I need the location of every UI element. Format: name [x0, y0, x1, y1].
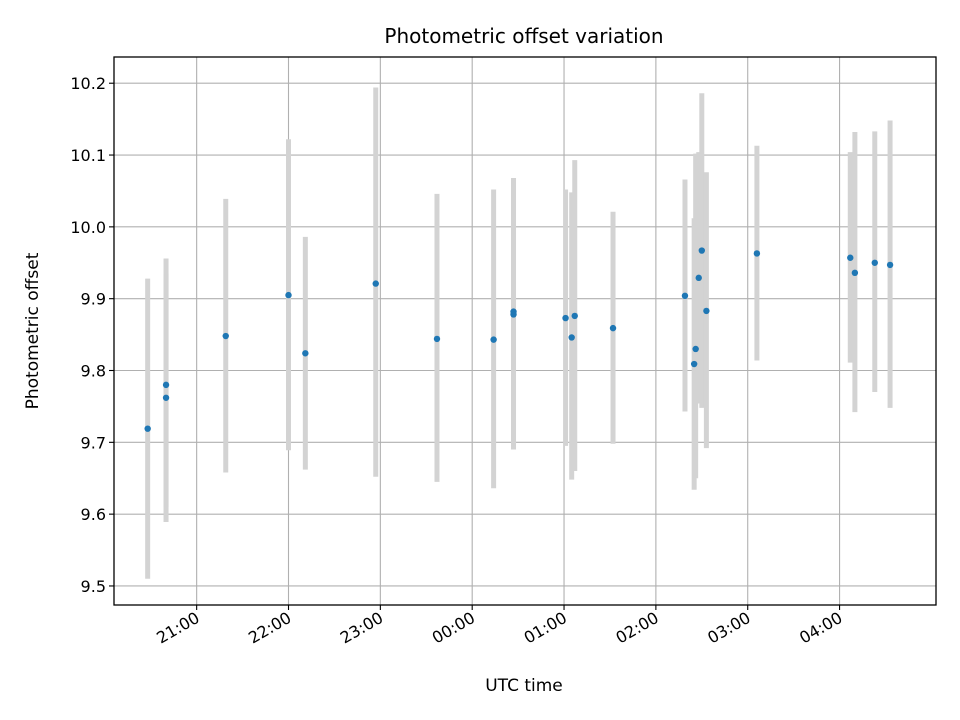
chart-title: Photometric offset variation: [384, 24, 663, 48]
y-tick-label: 10.0: [70, 218, 106, 237]
data-point: [510, 311, 517, 318]
data-point: [609, 324, 617, 332]
data-point: [886, 261, 894, 269]
data-point: [847, 254, 854, 261]
data-point: [285, 291, 292, 299]
y-tick-label: 9.6: [81, 505, 106, 524]
y-tick-label: 10.2: [70, 74, 106, 93]
data-point: [302, 350, 309, 357]
y-tick-label: 9.9: [81, 290, 106, 309]
data-point: [562, 314, 569, 322]
plot-frame: [113, 56, 937, 606]
data-point: [681, 292, 689, 300]
data-point: [871, 259, 878, 266]
data-point: [695, 274, 702, 282]
data-points: [144, 247, 894, 432]
data-point: [490, 336, 497, 343]
data-point: [703, 307, 710, 315]
data-point: [753, 250, 761, 257]
y-tick-label: 9.7: [81, 433, 106, 452]
y-tick-label: 10.1: [70, 146, 106, 165]
data-point: [690, 360, 698, 368]
data-point: [571, 312, 578, 320]
data-point: [692, 345, 699, 353]
y-axis-label: Photometric offset: [23, 252, 43, 409]
data-point: [222, 332, 229, 340]
data-point: [433, 335, 441, 343]
data-point: [851, 269, 859, 277]
data-point: [698, 247, 705, 254]
data-point: [162, 381, 170, 389]
data-point: [568, 334, 575, 341]
y-tick-label: 9.5: [81, 577, 106, 596]
data-point: [372, 280, 379, 287]
y-tick-label: 9.8: [81, 362, 106, 381]
data-point: [144, 425, 151, 432]
data-point: [162, 394, 170, 401]
x-axis-label: UTC time: [485, 676, 563, 696]
